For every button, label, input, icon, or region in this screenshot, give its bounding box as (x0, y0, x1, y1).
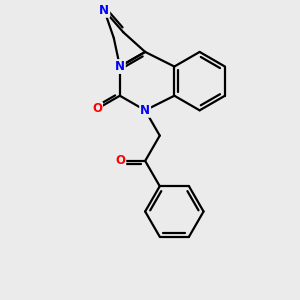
Text: N: N (140, 104, 150, 117)
Text: N: N (99, 4, 109, 17)
Text: N: N (115, 60, 125, 73)
Text: O: O (115, 154, 125, 167)
Text: O: O (92, 102, 102, 116)
